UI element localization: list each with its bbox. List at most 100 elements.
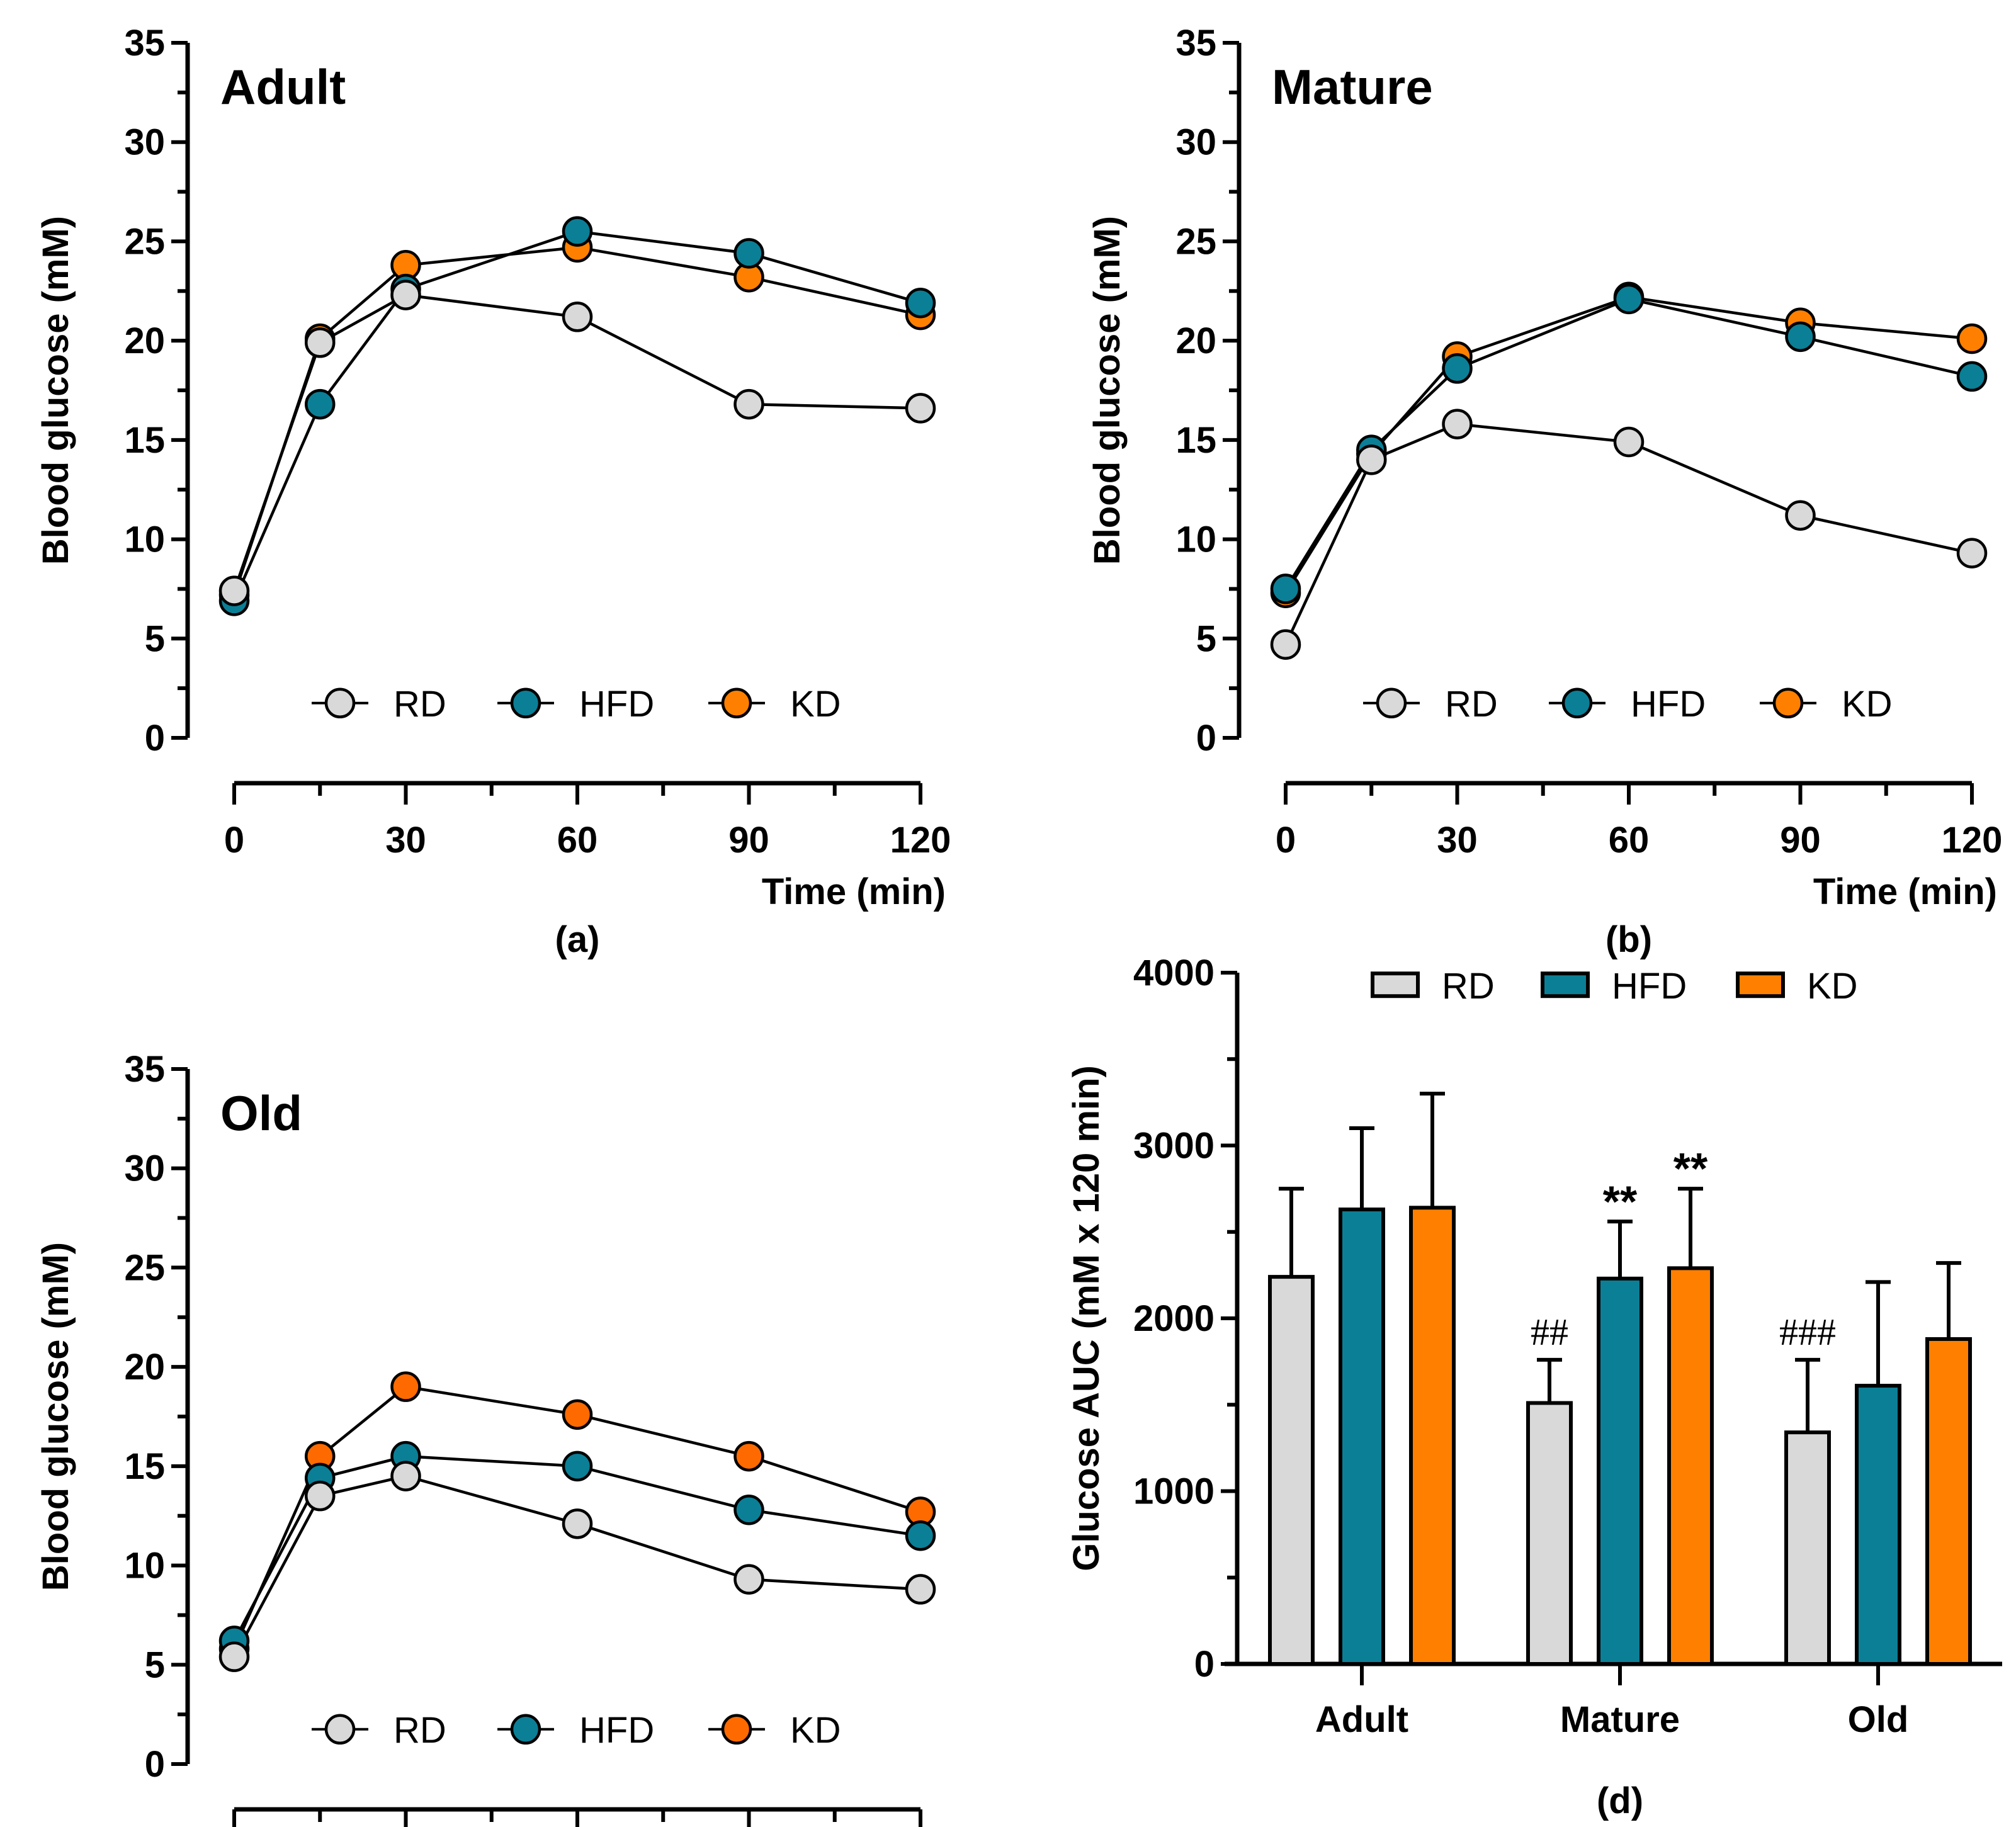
data-point-rd	[1356, 444, 1387, 475]
y-tick-label: 15	[124, 1446, 165, 1487]
data-point-rd	[1785, 500, 1816, 531]
data-point-hfd	[905, 1520, 936, 1551]
x-tick-label: Old	[1848, 1699, 1909, 1740]
panel-title: Adult	[220, 59, 346, 115]
bar-hfd-adult	[1339, 1126, 1385, 1666]
y-tick-label: 20	[124, 1347, 165, 1388]
data-point-rd	[733, 388, 764, 420]
data-point-hfd	[1613, 283, 1645, 315]
legend-label: HFD	[1612, 966, 1687, 1007]
y-tick-label: 35	[124, 1049, 165, 1090]
legend-label: KD	[1842, 684, 1893, 725]
x-tick-label: 30	[1437, 820, 1478, 861]
x-tick-label: Mature	[1560, 1699, 1680, 1740]
legend-item-kd: KD	[708, 1710, 841, 1751]
series-line-kd	[1284, 295, 1973, 594]
significance-stars: **	[1673, 1144, 1708, 1193]
y-tick-label: 15	[1175, 420, 1216, 461]
legend-item-kd: KD	[1736, 966, 1858, 1007]
series-line-kd	[232, 1385, 921, 1649]
legend-swatch	[1736, 971, 1785, 998]
legend-item-hfd: HFD	[497, 684, 654, 725]
x-tick-label: 120	[890, 820, 951, 861]
line-chart-panel-1: 0 5 10 15 20 25 30 35 Blood glucose (mM) 0 30 60 90 1…	[35, 23, 951, 960]
y-tick-label: 30	[124, 1148, 165, 1189]
x-tick-label: 90	[1780, 820, 1821, 861]
y-tick-label: 0	[145, 718, 165, 759]
y-axis-label: Blood glucose (mM)	[35, 1242, 76, 1591]
line-chart-panel-2: 0 5 10 15 20 25 30 35 Blood glucose (mM) 0 30 60 90 1…	[1087, 23, 2002, 960]
y-tick-label: 2000	[1133, 1298, 1215, 1339]
x-axis-label: Time (min)	[1813, 871, 1997, 912]
data-point-hfd	[733, 238, 764, 269]
bar-kd-old	[1925, 1261, 1972, 1666]
bar-kd-mature: **	[1667, 1144, 1714, 1666]
data-point-rd	[305, 327, 336, 358]
legend-label: RD	[1445, 684, 1498, 725]
data-point-hfd	[562, 1451, 593, 1482]
legend-item-rd: RD	[1371, 966, 1495, 1007]
bar	[1409, 1206, 1456, 1666]
data-point-rd	[218, 575, 250, 606]
y-tick-label: 1000	[1133, 1471, 1215, 1512]
legend-marker	[324, 1714, 356, 1745]
data-point-kd	[390, 1371, 421, 1402]
legend-marker	[1772, 687, 1804, 719]
data-point-rd	[562, 302, 593, 332]
y-tick-label: 25	[124, 221, 165, 262]
significance-stars: **	[1603, 1177, 1638, 1226]
data-point-hfd	[905, 287, 936, 319]
y-tick-label: 3000	[1133, 1126, 1215, 1167]
legend-item-hfd: HFD	[1541, 966, 1687, 1007]
legend-label: HFD	[579, 684, 654, 725]
data-point-hfd	[1956, 361, 1988, 392]
y-axis-label: Blood glucose (mM)	[1087, 216, 1128, 565]
bar-hfd-mature: **	[1597, 1177, 1643, 1666]
data-point-rd	[390, 1461, 421, 1491]
legend-item-hfd: HFD	[1549, 684, 1706, 725]
y-tick-label: 4000	[1133, 953, 1215, 993]
bar	[1855, 1384, 1901, 1666]
legend-label: RD	[394, 1710, 446, 1751]
legend-item-rd: RD	[312, 1710, 446, 1751]
legend-label: RD	[394, 684, 446, 725]
panel-caption: (a)	[555, 919, 600, 960]
data-point-rd	[733, 1564, 764, 1595]
data-point-rd	[1613, 426, 1645, 458]
y-tick-label: 25	[124, 1247, 165, 1288]
legend-swatch	[1371, 971, 1420, 998]
legend-label: HFD	[1631, 684, 1706, 725]
data-point-hfd	[1785, 321, 1816, 353]
panel-title: Old	[220, 1085, 302, 1141]
data-point-rd	[1956, 538, 1988, 568]
bar-rd-mature: ##	[1526, 1311, 1573, 1666]
data-point-hfd	[305, 388, 336, 420]
y-tick-label: 0	[1196, 718, 1216, 759]
series-line-hfd	[1284, 297, 1973, 590]
legend-label: RD	[1442, 966, 1495, 1007]
series-line-rd	[233, 1474, 921, 1658]
y-tick-label: 0	[1194, 1644, 1215, 1685]
series-line-hfd	[233, 1454, 921, 1642]
bar	[1667, 1266, 1714, 1666]
legend-swatch	[1541, 971, 1590, 998]
significance-hash: ###	[1779, 1311, 1836, 1353]
x-tick-label: 60	[1609, 820, 1650, 861]
legend-item-kd: KD	[1760, 684, 1893, 725]
bar	[1597, 1276, 1643, 1666]
x-tick-label: 60	[557, 820, 598, 861]
y-tick-label: 5	[145, 1644, 165, 1685]
x-tick-label: 120	[1942, 820, 2003, 861]
y-tick-label: 10	[124, 519, 165, 560]
y-tick-label: 30	[124, 122, 165, 163]
data-point-rd	[218, 1641, 250, 1672]
significance-hash: ##	[1531, 1311, 1568, 1353]
data-point-rd	[905, 393, 936, 424]
x-tick-label: 0	[1276, 820, 1296, 861]
panel-caption: (d)	[1597, 1780, 1643, 1821]
legend-marker	[510, 687, 541, 719]
bar	[1526, 1401, 1573, 1666]
y-axis-label: Blood glucose (mM)	[35, 216, 76, 565]
